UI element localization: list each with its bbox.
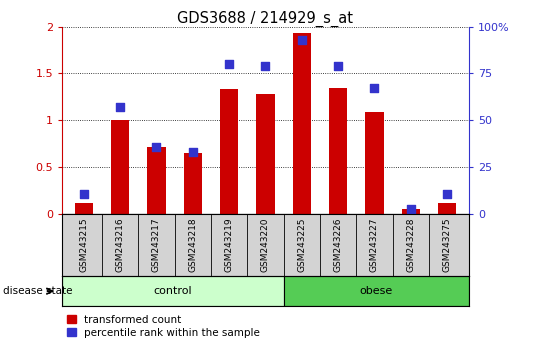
Text: GSM243227: GSM243227 [370,217,379,272]
Point [370,86,379,91]
Point [79,191,88,196]
Text: GSM243216: GSM243216 [116,217,125,272]
Point [298,37,306,42]
Text: GSM243215: GSM243215 [79,217,88,272]
Bar [184,153,202,214]
Bar [75,203,93,214]
Text: obese: obese [360,286,393,296]
Text: GSM243218: GSM243218 [188,217,197,272]
Text: GDS3688 / 214929_s_at: GDS3688 / 214929_s_at [177,11,354,27]
Bar [402,210,420,214]
Text: GSM243225: GSM243225 [298,217,306,272]
Bar [293,33,311,214]
Bar [284,276,469,306]
Point [189,149,197,155]
Text: control: control [154,286,192,296]
Text: GSM243228: GSM243228 [406,217,415,272]
Bar [62,276,284,306]
Point [406,206,415,211]
Text: GSM243275: GSM243275 [443,217,452,272]
Text: GSM243217: GSM243217 [152,217,161,272]
Point [225,61,233,67]
Point [334,63,342,69]
Text: GSM243226: GSM243226 [334,217,343,272]
Bar [329,87,347,214]
Legend: transformed count, percentile rank within the sample: transformed count, percentile rank withi… [67,315,260,338]
Point [443,191,452,196]
Bar [365,112,384,214]
Bar [220,90,238,214]
Bar [438,203,456,214]
Point [261,63,270,69]
Point [116,104,125,110]
Text: disease state: disease state [3,286,72,296]
Bar [147,147,165,214]
Text: GSM243220: GSM243220 [261,217,270,272]
Point [152,144,161,149]
Bar [257,94,274,214]
Bar [111,120,129,214]
Text: GSM243219: GSM243219 [225,217,233,272]
